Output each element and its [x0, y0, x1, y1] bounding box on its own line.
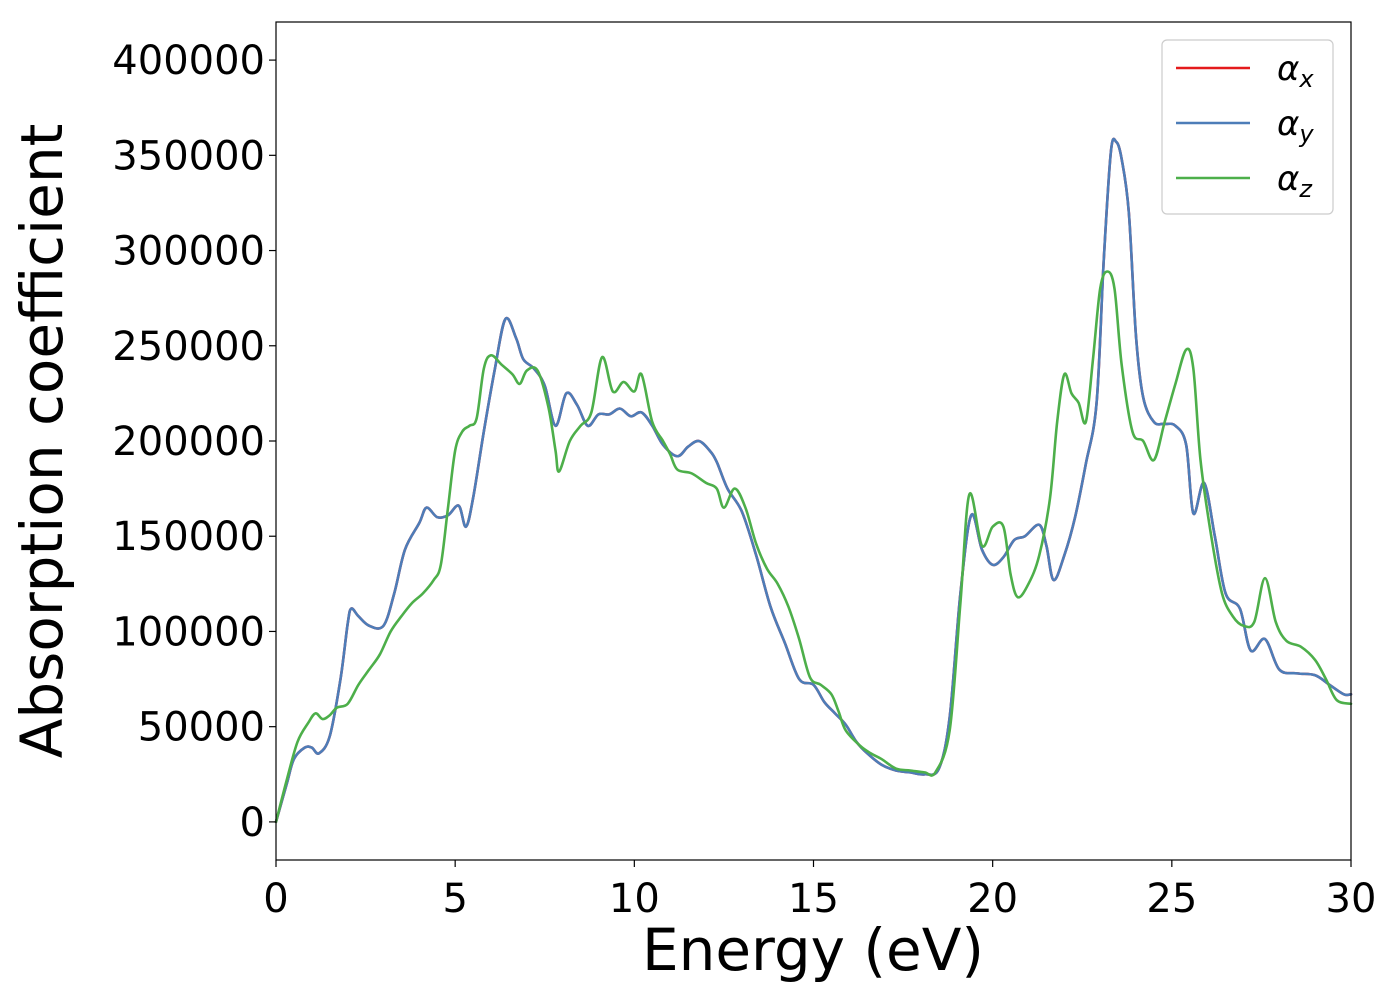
x-tick-label: 25 — [1146, 876, 1197, 922]
x-axis: 0 5 10 15 20 25 30 — [263, 860, 1376, 922]
legend-label-x: αx — [1277, 49, 1314, 93]
legend-label-subscript: z — [1298, 175, 1313, 203]
y-tick-label: 200000 — [112, 419, 265, 465]
x-tick-label: 15 — [788, 876, 839, 922]
y-axis: 0 50000 100000 150000 200000 250000 300000 3500… — [112, 38, 276, 846]
legend-label-subscript: y — [1298, 120, 1314, 148]
series-line-z — [274, 270, 1353, 824]
legend-label-base: α — [1277, 49, 1299, 89]
y-tick-label: 300000 — [112, 229, 265, 275]
x-tick-label: 30 — [1326, 876, 1377, 922]
y-tick-label: 350000 — [112, 133, 265, 179]
legend-label-base: α — [1277, 104, 1299, 144]
x-tick-label: 0 — [263, 876, 288, 922]
y-tick-label: 150000 — [112, 514, 265, 560]
legend-label-base: α — [1277, 159, 1299, 199]
legend-label-subscript: x — [1298, 65, 1314, 93]
x-tick-label: 5 — [442, 876, 467, 922]
y-tick-label: 50000 — [138, 705, 265, 751]
y-tick-label: 0 — [240, 800, 265, 846]
x-tick-label: 20 — [967, 876, 1018, 922]
legend-label-y: αy — [1277, 104, 1314, 148]
y-tick-label: 100000 — [112, 609, 265, 655]
series-layer — [274, 137, 1353, 824]
legend-box — [1161, 39, 1334, 215]
x-tick-label: 10 — [609, 876, 660, 922]
x-axis-title: Energy (eV) — [642, 916, 984, 984]
y-tick-label: 250000 — [112, 324, 265, 370]
y-axis-title: Absorption coefficient — [8, 124, 76, 759]
y-tick-label: 400000 — [112, 38, 265, 84]
legend-label-z: αz — [1277, 159, 1313, 203]
series-line-y — [274, 137, 1353, 824]
